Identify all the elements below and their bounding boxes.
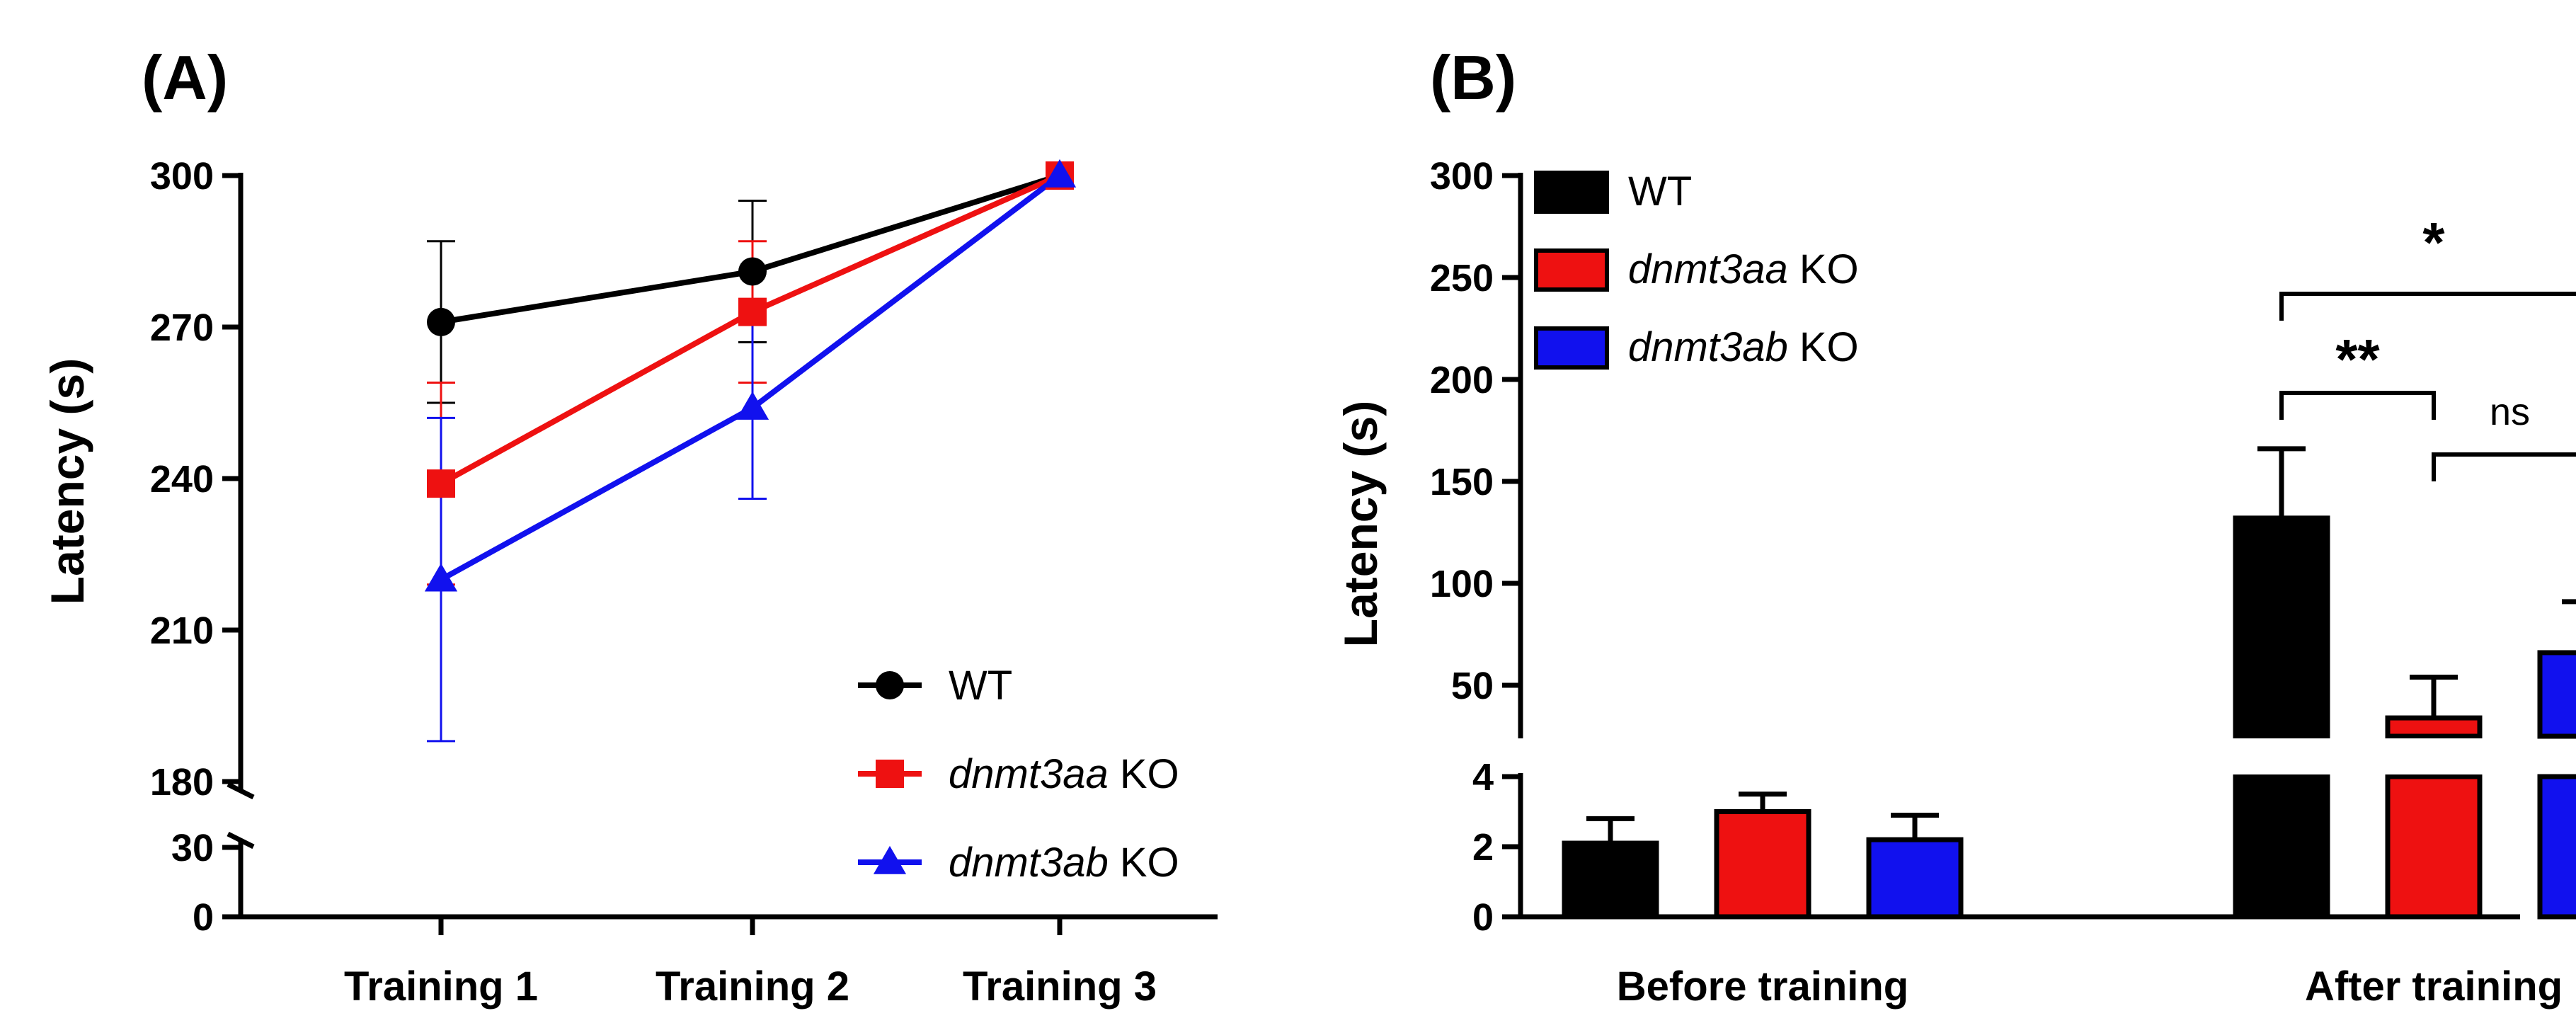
panel-b-axes: 50 100 150 200 250 300 0 2 4 Before training After… [1430,155,2563,1010]
bar-b [1866,837,1964,920]
significance-bracket [2279,292,2576,321]
data-point-a [424,563,458,592]
x-category-label-a: Training 2 [656,963,849,1010]
y-tick-label-a: 30 [171,827,214,869]
legend-a-label-text: WT [949,663,1012,709]
y-tick-label-b: 0 [1472,896,1494,939]
data-point-a [427,307,455,336]
legend-a-label: WT [949,663,1012,709]
bar-b-lower-segment [2537,774,2576,920]
legend-b-label: dnmt3ab KO [1628,324,1859,370]
significance-label: ** [2335,328,2380,391]
legend-b-swatch [1534,171,1609,214]
significance-label: * [2422,211,2445,274]
bar-b [1714,809,1811,920]
legend-b-label-suffix: KO [1788,246,1859,292]
y-tick-label-b: 250 [1430,257,1494,299]
series-line-a [440,173,1061,486]
y-tick-label-a: 300 [150,155,214,198]
bar-b-upper-segment [2537,650,2576,739]
axis-a-break-top [227,782,255,800]
significance-bracket [2279,391,2436,420]
legend-b-label-italic: dnmt3aa [1628,246,1788,292]
bar-b-lower-segment [2385,774,2483,920]
legend-b-swatch [1534,248,1609,292]
bar-b-upper-segment [2385,715,2483,739]
y-tick-label-b: 100 [1430,563,1494,605]
panel-a-markers [424,159,1077,592]
axis-b-break-band [2124,738,2520,774]
significance-bracket [2432,452,2576,481]
y-tick-label-b: 2 [1472,826,1494,869]
data-point-a [738,257,767,286]
legend-b-label: WT [1628,168,1692,215]
axis-a-break-bottom [227,831,255,850]
y-tick-label-a: 240 [150,458,214,501]
panel-b-bar-chart: (B) Latency (s) 50 100 150 200 250 300 0 2 4 Befo… [1334,42,2576,1010]
legend-b-label-suffix: KO [1788,324,1859,370]
x-category-label-a: Training 1 [344,963,538,1010]
panel-b-y-axis-label: Latency (s) [1334,401,1387,647]
legend-b-label: dnmt3aa KO [1628,246,1859,292]
data-point-a [1043,159,1077,188]
panel-a-axes: 180 210 240 270 300 0 30 Training 1 Training 2 Tr… [150,155,1218,1010]
y-tick-label-b: 300 [1430,155,1494,198]
legend-a-label: dnmt3aa KO [949,751,1179,797]
panel-b-error-bars [1586,446,2576,844]
bar-b [1562,840,1659,920]
panel-b-bars [1562,515,2576,920]
y-tick-label-b: 200 [1430,359,1494,401]
x-category-label-b: Before training [1617,963,1909,1010]
x-category-label-a: Training 3 [963,963,1157,1010]
significance-label: ns [2490,391,2530,433]
legend-a-marker [873,845,907,874]
x-category-label-b: After training [2305,963,2563,1010]
series-line-a [440,173,1062,583]
legend-a-marker [876,760,904,788]
panel-a-error-bars [427,200,767,743]
panel-a-line-chart: (A) Latency (s) 180 210 240 270 300 0 30 Traini… [41,42,1218,1010]
legend-a-label-suffix: KO [1109,840,1179,886]
data-point-a [735,391,769,420]
legend-a-label-italic: dnmt3ab [949,840,1109,886]
legend-a-marker [876,671,904,699]
legend-b-label-italic: dnmt3ab [1628,324,1788,370]
y-tick-label-a: 210 [150,610,214,652]
legend-a-label: dnmt3ab KO [949,840,1179,886]
panel-a-series-lines [440,173,1062,583]
legend-a-label-italic: dnmt3aa [949,751,1109,797]
panel-b-label: (B) [1430,42,1516,113]
bar-b-lower-segment [2233,774,2330,920]
y-tick-label-a: 180 [150,761,214,804]
y-tick-label-b: 150 [1430,461,1494,503]
panel-b-significance: ***ns [2279,211,2576,481]
y-tick-label-a: 0 [193,896,214,939]
data-point-a [738,297,767,326]
panel-a-y-axis-label: Latency (s) [41,358,93,605]
y-tick-label-b: 50 [1451,665,1494,707]
y-tick-label-a: 270 [150,307,214,349]
legend-b-label-text: WT [1628,168,1692,215]
panel-a-label: (A) [142,42,228,113]
bar-b-upper-segment [2233,515,2330,739]
legend-b-swatch [1534,326,1609,370]
legend-a-label-suffix: KO [1109,751,1179,797]
data-point-a [427,469,455,498]
y-tick-label-b: 4 [1472,756,1494,799]
